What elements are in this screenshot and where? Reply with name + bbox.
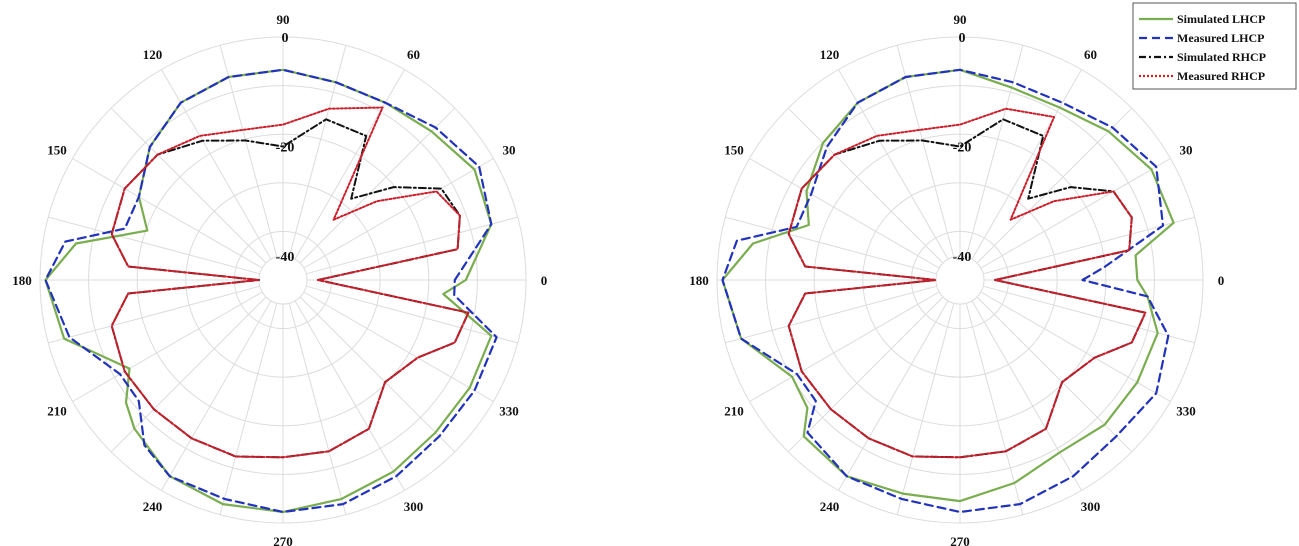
series-line-measured-rhcp: [787, 107, 1147, 459]
legend-label-simulated-lhcp: Simulated LHCP: [1177, 12, 1265, 26]
grid-spoke: [288, 303, 347, 515]
angle-tick-label: 270: [273, 534, 293, 546]
angle-tick-label: 150: [47, 143, 67, 158]
radial-tick-label: -20: [276, 141, 295, 156]
grid-spoke: [219, 45, 278, 257]
grid-spoke: [749, 291, 940, 402]
angle-tick-label: 60: [1084, 47, 1097, 62]
grid-spoke: [976, 296, 1133, 453]
grid-spoke: [838, 300, 949, 491]
angle-tick-label: 30: [1180, 143, 1193, 158]
radial-tick-label: -40: [953, 250, 972, 265]
grid-spoke: [896, 45, 955, 257]
grid-spoke: [72, 291, 263, 402]
grid-spoke: [983, 285, 1195, 344]
grid-spoke: [161, 300, 272, 491]
angle-tick-label: 210: [724, 404, 744, 419]
grid-spoke: [980, 291, 1171, 402]
grid-spoke: [976, 107, 1133, 264]
legend: Simulated LHCP Measured LHCP Simulated RHC…: [1132, 2, 1297, 90]
grid-spoke: [787, 296, 944, 453]
grid-spoke: [896, 303, 955, 515]
grid-spoke: [299, 296, 456, 453]
angle-tick-label: 270: [950, 534, 970, 546]
grid-spoke: [725, 285, 937, 344]
grid-spoke: [110, 107, 267, 264]
angle-tick-label: 240: [143, 499, 163, 514]
radial-tick-label: 0: [959, 31, 966, 46]
polar-chart-2: 0 30 60 90 120 150 180 210 240 270 300 330 0 -20 -40: [689, 12, 1224, 546]
angle-tick-label: 90: [954, 12, 967, 27]
grid-spoke: [787, 107, 944, 264]
grid-spoke: [725, 216, 937, 275]
grid-spoke: [983, 216, 1195, 275]
legend-box: [1132, 2, 1297, 90]
grid-spoke: [971, 300, 1082, 491]
polar-chart-1: 0 30 60 90 120 150 180 210 240 270 300 330 0 -20 -40: [12, 12, 547, 546]
grid-spoke: [299, 107, 456, 264]
legend-label-measured-rhcp: Measured RHCP: [1177, 69, 1265, 83]
grid-spoke: [72, 158, 263, 269]
angle-tick-label: 0: [541, 273, 548, 288]
angle-tick-label: 30: [503, 143, 516, 158]
angle-tick-label: 60: [407, 47, 420, 62]
grid-spoke: [294, 69, 405, 260]
angle-tick-label: 150: [724, 143, 744, 158]
legend-label-simulated-rhcp: Simulated RHCP: [1177, 50, 1266, 64]
angle-tick-label: 0: [1218, 273, 1225, 288]
series-line-simulated-rhcp: [110, 118, 470, 459]
radial-tick-label: -40: [276, 250, 295, 265]
angle-tick-label: 330: [1176, 404, 1196, 419]
series-line-measured-lhcp: [721, 68, 1170, 514]
grid-spoke: [48, 216, 260, 275]
angle-tick-label: 300: [1081, 499, 1101, 514]
grid-spoke: [303, 158, 494, 269]
angle-tick-label: 300: [404, 499, 424, 514]
grid-spoke: [838, 69, 949, 260]
angle-tick-label: 180: [12, 273, 32, 288]
grid-spoke: [965, 303, 1024, 515]
series-line-simulated-rhcp: [787, 118, 1147, 459]
angle-tick-label: 120: [820, 47, 840, 62]
grid-spoke: [306, 285, 518, 344]
series-line-simulated-lhcp: [44, 68, 493, 514]
grid-spoke: [749, 158, 940, 269]
series-line-measured-rhcp: [110, 106, 470, 459]
grid-spoke: [980, 158, 1171, 269]
grid-spoke: [303, 291, 494, 402]
radial-tick-label: -20: [953, 141, 972, 156]
grid-spoke: [161, 69, 272, 260]
legend-label-measured-lhcp: Measured LHCP: [1177, 31, 1264, 45]
grid-spoke: [971, 69, 1082, 260]
grid-spoke: [306, 216, 518, 275]
angle-tick-label: 180: [689, 273, 709, 288]
angle-tick-label: 240: [820, 499, 840, 514]
grid-spoke: [48, 285, 260, 344]
angle-tick-label: 90: [277, 12, 290, 27]
grid-spoke: [294, 300, 405, 491]
angle-tick-label: 330: [499, 404, 519, 419]
grid-spoke: [219, 303, 278, 515]
angle-tick-label: 120: [143, 47, 163, 62]
grid-spoke: [965, 45, 1024, 257]
radial-tick-label: 0: [282, 31, 289, 46]
grid-spoke: [110, 296, 267, 453]
series-line-measured-lhcp: [44, 68, 498, 514]
angle-tick-label: 210: [47, 404, 67, 419]
grid-spoke: [288, 45, 347, 257]
